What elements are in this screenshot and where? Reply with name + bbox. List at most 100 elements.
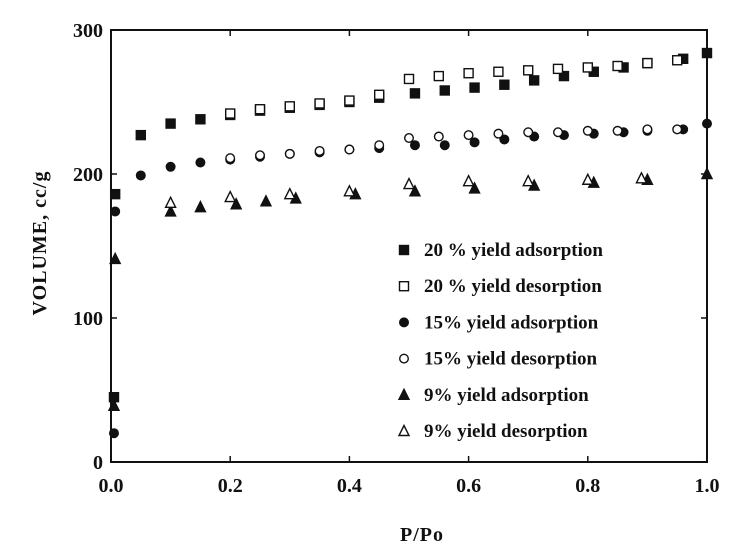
data-point	[110, 206, 121, 217]
axes	[110, 29, 708, 463]
data-point	[195, 157, 206, 168]
data-point	[344, 144, 355, 155]
legend-label: 9% yield adsorption	[424, 385, 589, 406]
data-point	[499, 79, 510, 90]
data-point	[702, 118, 713, 129]
data-point	[581, 172, 594, 185]
data-point	[284, 101, 295, 112]
data-point	[700, 166, 714, 180]
x-tick-label: 0.6	[456, 475, 481, 497]
data-point	[552, 63, 564, 75]
data-point	[135, 129, 147, 141]
data-point	[404, 132, 415, 143]
data-point	[499, 134, 510, 145]
legend-marker	[399, 353, 410, 364]
legend-label: 20 % yield desorption	[424, 276, 602, 297]
y-axis-title: VOLUME, cc/g	[29, 171, 51, 316]
data-point	[107, 398, 121, 412]
data-point	[165, 161, 176, 172]
data-point	[343, 184, 356, 197]
data-point	[224, 108, 236, 119]
legend-marker	[398, 244, 410, 256]
data-point	[108, 428, 119, 439]
data-points	[107, 47, 714, 439]
series-4	[225, 124, 683, 164]
legend-marker	[397, 387, 411, 400]
data-point	[469, 137, 480, 148]
data-point	[224, 189, 237, 203]
data-point	[135, 170, 146, 181]
data-point	[109, 188, 121, 200]
x-axis-title: P/Po	[400, 524, 444, 546]
plot-frame	[110, 29, 708, 463]
data-point	[225, 153, 236, 164]
data-point	[402, 177, 416, 190]
x-tick-label: 1.0	[695, 475, 720, 497]
data-point	[254, 150, 265, 161]
data-point	[409, 140, 420, 151]
data-point	[374, 89, 385, 101]
data-point	[523, 65, 534, 76]
data-point	[409, 88, 421, 99]
data-point	[284, 148, 295, 159]
axis-ticks: 0.0 0.2 0.4 0.6 0.8 1.0 0 100 200 300	[73, 20, 720, 497]
data-point	[528, 75, 540, 86]
y-tick-label: 100	[73, 308, 103, 330]
data-point	[701, 47, 713, 59]
data-point	[582, 125, 593, 136]
data-point	[463, 67, 474, 79]
y-tick-label: 300	[73, 20, 103, 42]
data-point	[612, 125, 623, 136]
data-point	[642, 57, 653, 69]
data-point	[522, 174, 535, 187]
data-point	[582, 62, 593, 73]
series-6	[164, 171, 648, 209]
data-point	[493, 66, 504, 77]
series-3	[108, 118, 713, 439]
legend-marker	[399, 317, 410, 328]
data-point	[164, 204, 177, 217]
data-point	[374, 140, 385, 151]
data-point	[462, 174, 475, 187]
data-point	[433, 70, 444, 82]
data-point	[558, 70, 570, 82]
x-tick-label: 0.8	[575, 475, 600, 497]
data-point	[439, 140, 450, 151]
data-point	[433, 131, 444, 142]
data-point	[523, 127, 534, 138]
x-tick-label: 0.0	[99, 475, 124, 497]
data-point	[164, 195, 177, 209]
data-point	[254, 103, 266, 115]
data-point	[553, 127, 564, 138]
y-tick-label: 0	[93, 452, 103, 474]
data-point	[463, 130, 474, 141]
data-point	[195, 114, 206, 125]
legend-marker	[398, 281, 410, 292]
data-point	[314, 145, 325, 156]
data-point	[672, 124, 683, 135]
x-tick-label: 0.4	[337, 475, 362, 497]
data-point	[439, 85, 450, 96]
legend-label: 20 % yield adsorption	[424, 240, 603, 261]
data-point	[403, 73, 415, 85]
data-point	[468, 181, 481, 194]
legend-label: 9% yield desorption	[424, 421, 588, 442]
data-point	[109, 251, 122, 265]
legend: 20 % yield adsorption 20 % yield desorpti…	[397, 240, 603, 442]
series-2	[224, 55, 683, 119]
y-tick-label: 200	[73, 164, 103, 186]
data-point	[635, 171, 648, 184]
series-5	[107, 166, 714, 412]
data-point	[344, 95, 355, 106]
x-tick-label: 0.2	[218, 475, 243, 497]
legend-label: 15% yield desorption	[424, 349, 598, 370]
legend-marker	[397, 423, 411, 437]
data-point	[283, 187, 296, 200]
data-point	[259, 194, 273, 207]
data-point	[612, 60, 623, 72]
data-point	[194, 200, 207, 213]
data-point	[408, 184, 422, 197]
data-point	[493, 128, 504, 139]
legend-label: 15% yield adsorption	[424, 312, 599, 333]
